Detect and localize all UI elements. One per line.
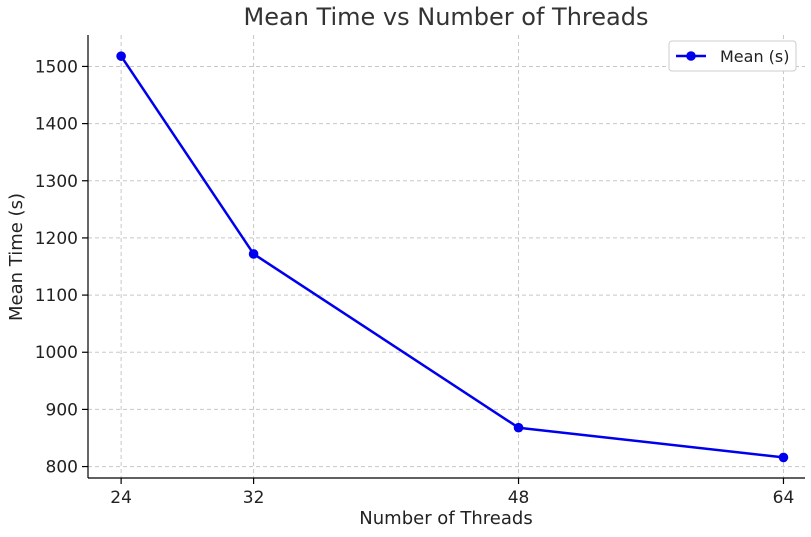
y-tick-label: 1200: [35, 229, 78, 249]
legend-label-mean: Mean (s): [720, 47, 790, 66]
y-axis-label: Mean Time (s): [6, 193, 27, 321]
y-tick-label: 1400: [35, 115, 78, 135]
data-point: [513, 422, 524, 433]
series-line-mean: [120, 55, 784, 459]
x-axis-label: Number of Threads: [359, 508, 532, 529]
ticks: 800 900 1000 1100 1200 1300 1400 1500 24 32 48 64: [35, 57, 795, 508]
grid-layer: [88, 35, 805, 478]
data-point: [248, 249, 259, 259]
y-tick-label: 800: [46, 458, 78, 478]
y-tick-label: 1500: [35, 57, 78, 77]
axes: [87, 35, 805, 479]
chart-title: Mean Time vs Number of Threads: [244, 3, 649, 31]
x-tick-label: 24: [110, 488, 132, 508]
x-tick-label: 48: [508, 488, 530, 508]
legend-marker-mean: [686, 51, 696, 61]
legend-box: [668, 40, 797, 72]
y-tick-label: 1300: [35, 172, 78, 192]
legend: Mean (s): [668, 40, 797, 72]
data-point: [116, 51, 126, 61]
data-point: [778, 452, 789, 463]
x-tick-label: 32: [243, 488, 265, 508]
x-tick-label: 64: [773, 488, 795, 508]
series-layer: [116, 51, 789, 463]
y-tick-label: 900: [46, 400, 78, 420]
y-tick-label: 1100: [35, 286, 78, 306]
y-tick-label: 1000: [35, 343, 78, 363]
